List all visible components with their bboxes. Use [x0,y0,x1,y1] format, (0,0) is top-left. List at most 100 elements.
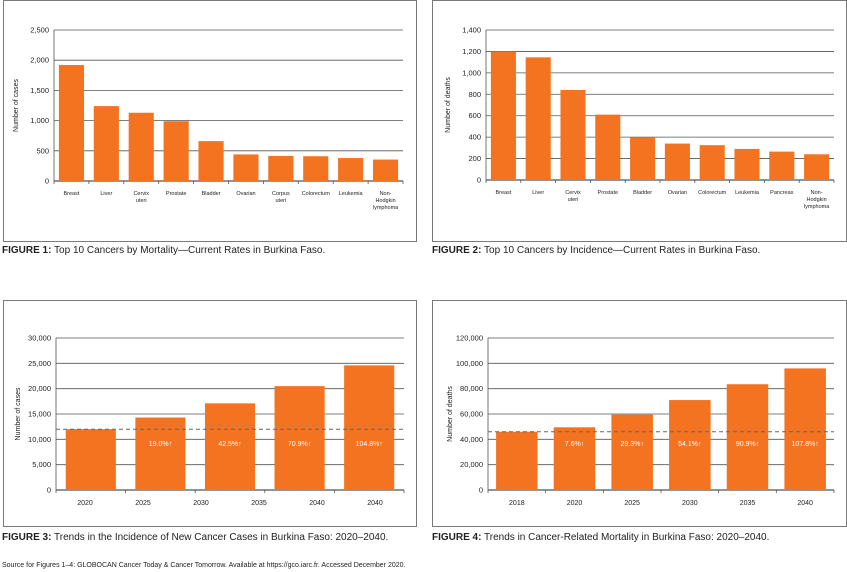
figure-4-caption: FIGURE 4: Trends in Cancer-Related Morta… [432,532,769,543]
x-tick-label: 2025 [624,500,640,507]
data-label: 42.5%↑ [218,441,241,448]
y-tick-label: 40,000 [460,435,483,444]
x-tick-label: 2035 [251,500,267,507]
x-tick-label: uteri [568,197,579,203]
y-tick-label: 1,000 [30,116,49,125]
caption-text: Top 10 Cancers by Incidence—Current Rate… [481,245,761,256]
x-tick-label: Pancreas [770,190,793,196]
bar [338,158,364,181]
y-tick-label: 800 [468,90,481,99]
y-tick-label: 1,500 [30,86,49,95]
y-tick-label: 1,400 [462,26,481,35]
bar [553,427,596,490]
figure-1-panel: 0 500 1,000 1,500 2,000 2,500 Number of cases B… [3,0,417,242]
bar [198,141,224,181]
x-tick-label: Prostate [598,190,618,196]
bar [344,365,395,490]
figure-3-panel: 0 5,000 10,000 15,000 20,000 25,000 30,000 Numb… [3,300,417,527]
x-tick-label: uteri [275,198,286,204]
y-tick-label: 5,000 [32,460,51,469]
figure-1-chart: 0 500 1,000 1,500 2,000 2,500 Number of cases B… [13,26,404,211]
y-tick-label: 1,000 [462,68,481,77]
bar [560,90,586,180]
caption-label: FIGURE 1: [2,245,52,256]
x-tick-label: Leukemia [735,190,760,196]
bar [163,121,189,181]
x-tick-label: Breast [63,191,79,197]
bar [65,429,116,490]
bar [135,417,186,490]
y-tick-label: 2,000 [30,56,49,65]
bar [726,384,769,490]
x-tick-label: Non- [380,191,392,197]
x-tick-label: Cervix [133,191,149,197]
x-tick-label: Cervix [565,190,581,196]
data-label: 104.8%↑ [356,441,383,448]
bar [784,368,826,490]
bar [664,143,690,180]
y-tick-label: 500 [36,146,49,155]
y-tick-label: 400 [468,133,481,142]
x-tick-label: 2030 [682,500,698,507]
caption-label: FIGURE 3: [2,532,52,543]
x-tick-label: Breast [495,190,511,196]
bar [93,106,119,181]
y-axis-label: Number of cases [13,79,20,132]
x-tick-label: 2018 [509,500,525,507]
y-tick-label: 100,000 [456,359,483,368]
bar [496,431,538,490]
figure-3-chart: 0 5,000 10,000 15,000 20,000 25,000 30,000 Numb… [15,334,405,507]
y-axis-label: Number of cases [15,387,22,440]
bar [734,148,760,180]
caption-text: Top 10 Cancers by Mortality—Current Rate… [51,245,326,256]
x-tick-label: Colorectum [302,191,331,197]
data-label: 29.3%↑ [620,441,643,448]
x-tick-label: Liver [532,190,544,196]
data-label: 90.9%↑ [736,441,759,448]
x-tick-label: Bladder [633,190,652,196]
x-tick-label: 2020 [567,500,583,507]
caption-label: FIGURE 2: [432,245,482,256]
y-tick-label: 600 [468,111,481,120]
figure-4-panel: 0 20,000 40,000 60,000 80,000 100,000 120,000 N… [432,300,847,527]
bar [204,403,256,490]
x-tick-label: Bladder [202,191,221,197]
y-tick-label: 20,000 [28,384,51,393]
y-tick-label: 15,000 [28,410,51,419]
figure-3-caption: FIGURE 3: Trends in the Incidence of New… [2,532,388,543]
figure-2-chart: 0 200 400 600 800 1,000 1,200 1,400 Number of de… [445,26,835,210]
x-tick-label: Corpus [272,191,290,197]
bar [233,154,259,181]
y-tick-label: 25,000 [28,359,51,368]
x-tick-label: 2030 [193,500,209,507]
x-tick-label: Ovarian [236,191,255,197]
x-tick-label: uteri [136,198,147,204]
x-tick-label: 2040 [309,500,325,507]
x-tick-label: Liver [100,191,112,197]
x-tick-label: lymphoma [373,205,399,211]
x-tick-label: 2040 [367,500,383,507]
x-tick-label: 2025 [135,500,151,507]
bar [303,156,329,181]
caption-label: FIGURE 4: [432,532,482,543]
x-tick-label: lymphoma [804,204,830,210]
bar [804,154,830,180]
x-tick-label: Ovarian [668,190,687,196]
y-tick-label: 80,000 [460,384,483,393]
y-axis-label: Number of deaths [447,386,454,442]
data-label: 19.0%↑ [149,441,172,448]
figure-1-caption: FIGURE 1: Top 10 Cancers by Mortality—Cu… [2,245,325,256]
bar [268,155,294,181]
bar [525,57,551,181]
bar [595,114,621,180]
y-tick-label: 0 [477,176,481,185]
y-tick-label: 1,200 [462,47,481,56]
x-tick-label: Non- [811,190,823,196]
bar [699,145,725,180]
x-tick-label: Hodgkin [375,198,395,204]
bar [372,159,399,181]
y-tick-label: 2,500 [30,26,49,35]
data-label: 70.9%↑ [288,441,311,448]
figure-2-caption: FIGURE 2: Top 10 Cancers by Incidence—Cu… [432,245,760,256]
y-tick-label: 0 [45,177,49,186]
